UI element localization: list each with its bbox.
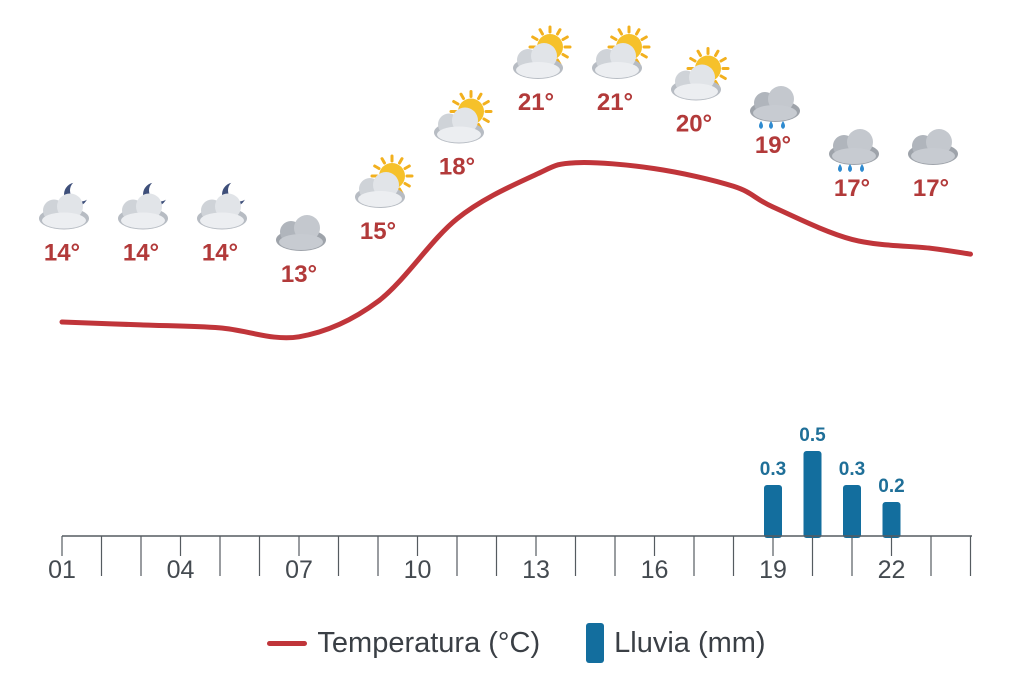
x-tick-label: 07 (285, 556, 313, 584)
rain-value: 0.3 (760, 459, 786, 480)
legend-rain: Lluvia (mm) (586, 623, 766, 663)
sun-cloud-icon (434, 90, 493, 144)
tick-label-bg (281, 556, 317, 584)
x-tick-label: 10 (404, 556, 432, 584)
temperature-value: 14° (44, 240, 80, 267)
rain-bar (843, 485, 861, 538)
rain-value: 0.2 (878, 476, 904, 497)
forecast-chart: 14° 14° 14° 13° 15° 18° 21° 21° 20° 19° 17° 17° 0.3… (39, 25, 973, 584)
x-tick-label: 22 (878, 556, 906, 584)
legend-temperature-label: Temperatura (°C) (317, 626, 541, 659)
rain-bar (803, 451, 822, 538)
moon-cloud-icon (118, 179, 171, 230)
temperature-value: 21° (597, 89, 633, 116)
weather-icons (39, 25, 958, 251)
legend: Temperatura (°C) Lluvia (mm) (0, 615, 1033, 671)
tick-label-bg (162, 556, 199, 584)
moon-cloud-icon (39, 179, 92, 230)
tick-label-bg (518, 556, 554, 584)
rain-bar (882, 502, 901, 538)
temperature-value: 20° (676, 111, 712, 138)
tick-label-bg (755, 556, 791, 584)
sun-cloud-icon (355, 154, 414, 208)
rain-value: 0.5 (799, 425, 826, 446)
temperature-value: 18° (439, 154, 475, 181)
x-tick-label: 04 (167, 556, 195, 584)
tick-label-bg (44, 556, 80, 584)
temperature-value: 14° (202, 240, 238, 267)
temperature-value: 17° (913, 175, 949, 202)
temperature-value: 21° (518, 89, 554, 116)
x-tick-label: 13 (522, 556, 550, 584)
tick-label-bg (399, 556, 436, 584)
legend-line-swatch (267, 640, 308, 646)
x-tick-label: 16 (641, 556, 669, 584)
x-tick-label: 01 (48, 556, 76, 584)
tick-label-bg (636, 556, 673, 584)
legend-temperature: Temperatura (°C) (267, 627, 540, 660)
cloud-icon (908, 129, 958, 165)
temperature-value: 15° (360, 218, 396, 245)
temperature-value: 14° (123, 240, 159, 267)
rain-cloud-icon (750, 86, 800, 129)
temperature-value: 13° (281, 261, 317, 288)
sun-cloud-icon (592, 25, 651, 79)
rain-cloud-icon (829, 129, 879, 172)
temperature-value: 19° (755, 132, 791, 159)
sun-cloud-icon (671, 47, 730, 101)
temperature-value: 17° (834, 175, 870, 202)
temperature-line (59, 160, 973, 341)
rain-bar (764, 485, 782, 538)
legend-rain-label: Lluvia (mm) (614, 626, 766, 659)
rain-bars: 0.3 0.5 0.3 0.2 (760, 425, 905, 538)
x-tick-label: 19 (759, 556, 787, 584)
tick-label-bg (873, 556, 910, 584)
moon-cloud-icon (197, 179, 250, 230)
sun-cloud-icon (513, 25, 572, 79)
legend-bar-swatch (586, 623, 605, 663)
temperature-labels: 14° 14° 14° 13° 15° 18° 21° 21° 20° 19° 17° 17° (44, 89, 949, 288)
x-axis: 01 04 07 10 13 16 19 22 (44, 535, 972, 584)
rain-value: 0.3 (839, 459, 865, 480)
cloud-icon (276, 215, 326, 251)
